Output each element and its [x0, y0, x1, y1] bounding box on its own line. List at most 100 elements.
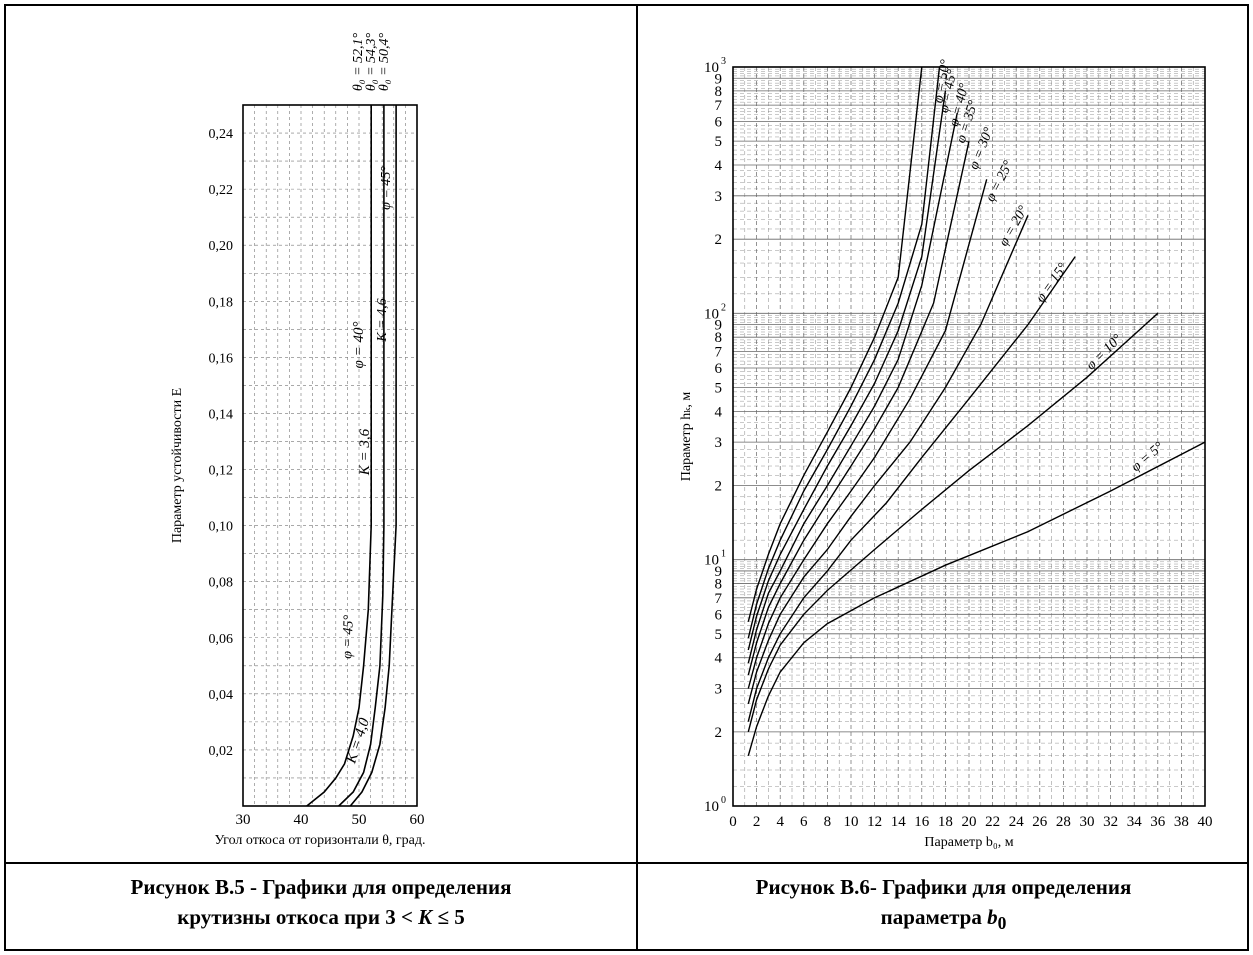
- x-tick-label: 38: [1174, 814, 1189, 830]
- x-tick-label: 16: [914, 814, 930, 830]
- x-tick-label: 40: [1198, 814, 1213, 830]
- annotation-label: K = 4,6: [375, 298, 390, 342]
- x-tick-label: 32: [1103, 814, 1118, 830]
- caption-b6-sub: 0: [997, 913, 1007, 934]
- series-line-2: [338, 105, 385, 807]
- y-tick-label: 0,04: [209, 688, 234, 703]
- caption-b6-line1: Рисунок В.6- Графики для определения: [755, 875, 1132, 899]
- x-tick-label: 26: [1032, 814, 1048, 830]
- y-tick-label: 0,18: [209, 295, 234, 310]
- y-tick-label: 0,10: [209, 520, 234, 535]
- y-tick-label: 0,20: [209, 239, 234, 254]
- x-tick-label: 4: [776, 814, 784, 830]
- y-tick-label: 7: [715, 591, 723, 607]
- y-tick-label: 7: [715, 98, 723, 114]
- plot-frame: [242, 104, 418, 807]
- series-label: φ = 15°: [1033, 260, 1071, 305]
- y-tick-label: 2: [715, 479, 723, 495]
- x-tick-label: 36: [1150, 814, 1166, 830]
- y-tick-label-power: 10: [704, 553, 719, 569]
- annotation-label: φ = 40°: [351, 322, 367, 369]
- y-tick-label: 2: [715, 725, 723, 741]
- y-tick-label: 0,08: [209, 576, 234, 591]
- y-tick-exponent: 2: [721, 302, 726, 313]
- y-tick-label: 0,22: [209, 183, 234, 198]
- series-line-1: [747, 441, 1206, 756]
- x-tick-label: 24: [1009, 814, 1025, 830]
- x-axis-label: Параметр b₀, м: [924, 835, 1013, 850]
- y-tick-label: 5: [715, 380, 723, 396]
- x-tick-label: 40: [294, 812, 309, 828]
- series-line-7: [747, 112, 958, 664]
- series-line-4: [747, 215, 1029, 704]
- caption-b5-line1: Рисунок В.5 - Графики для определения: [130, 875, 512, 899]
- column-divider: [636, 4, 638, 951]
- x-tick-label: 18: [938, 814, 953, 830]
- series-line-3: [349, 105, 397, 807]
- y-tick-label: 0,06: [209, 632, 234, 647]
- y-tick-label: 7: [715, 344, 723, 360]
- y-tick-label: 8: [715, 84, 723, 100]
- y-tick-label: 5: [715, 134, 723, 150]
- x-axis-label: Угол откоса от горизонтали θ, град.: [215, 833, 426, 848]
- y-tick-label: 4: [715, 651, 723, 667]
- x-tick-label: 30: [1080, 814, 1095, 830]
- chart-b5: 0,02 0,04 0,06 0,08 0,10 0,12 0,14 0,16 0,18 0,20…: [170, 32, 426, 848]
- x-tick-label: 8: [824, 814, 832, 830]
- x-tick-label: 2: [753, 814, 761, 830]
- y-tick-label: 6: [715, 607, 723, 623]
- y-tick-label: 9: [715, 318, 723, 334]
- series-line-1: [306, 105, 372, 807]
- caption-divider: [4, 862, 1249, 864]
- y-tick-label: 6: [715, 361, 723, 377]
- caption-b5-var: K: [418, 905, 433, 929]
- y-tick-exponent: 0: [721, 795, 726, 806]
- caption-b5-line2: крутизны откоса при 3 < K ≤ 5: [6, 902, 636, 932]
- y-tick-label: 5: [715, 627, 723, 643]
- plot-frame: [732, 66, 1206, 807]
- y-tick-label: 0,12: [209, 464, 234, 479]
- figure-table-frame: [4, 4, 1249, 951]
- series-line-9: [747, 66, 941, 639]
- series-line-8: [747, 90, 947, 651]
- y-tick-label-power: 10: [704, 306, 719, 322]
- caption-b5-prefix: крутизны откоса при 3 <: [177, 905, 419, 929]
- annotation-label: φ = 45°: [379, 166, 394, 210]
- caption-figure-b5: Рисунок В.5 - Графики для определения кр…: [6, 872, 636, 932]
- caption-figure-b6: Рисунок В.6- Графики для определения пар…: [638, 872, 1249, 938]
- x-tick-label: 28: [1056, 814, 1071, 830]
- y-tick-label: 9: [715, 564, 723, 580]
- y-tick-label: 9: [715, 71, 723, 87]
- x-tick-label: 12: [867, 814, 882, 830]
- y-tick-label: 3: [715, 681, 723, 697]
- y-tick-label-power: 10: [704, 799, 719, 815]
- series-label: φ = 20°: [997, 203, 1032, 249]
- y-tick-label: 0,24: [209, 127, 234, 142]
- caption-b5-suffix: ≤ 5: [432, 905, 465, 929]
- series-line-2: [747, 312, 1159, 732]
- caption-b6-prefix: параметра: [880, 905, 988, 929]
- y-tick-label: 3: [715, 189, 723, 205]
- caption-b6-var: b: [987, 905, 998, 929]
- y-tick-label: 8: [715, 577, 723, 593]
- x-tick-label: 0: [729, 814, 737, 830]
- x-tick-label: 30: [236, 812, 251, 828]
- y-tick-exponent: 3: [721, 56, 726, 67]
- series-line-3: [747, 256, 1076, 722]
- x-tick-label: 10: [844, 814, 859, 830]
- series-line-10: [747, 66, 923, 622]
- x-tick-label: 14: [891, 814, 907, 830]
- y-tick-label: 3: [715, 435, 723, 451]
- y-tick-label: 8: [715, 330, 723, 346]
- y-tick-label: 2: [715, 232, 723, 248]
- x-tick-label: 60: [410, 812, 425, 828]
- series-label: φ = 5°: [1129, 439, 1167, 474]
- y-tick-exponent: 1: [721, 549, 726, 560]
- y-tick-label: 0,14: [209, 407, 234, 422]
- annotation-label: φ = 45°: [340, 614, 357, 659]
- y-tick-label: 0,16: [209, 351, 234, 366]
- y-tick-label: 0,02: [209, 744, 234, 759]
- x-tick-label: 50: [352, 812, 367, 828]
- caption-b6-line2: параметра b0: [638, 902, 1249, 938]
